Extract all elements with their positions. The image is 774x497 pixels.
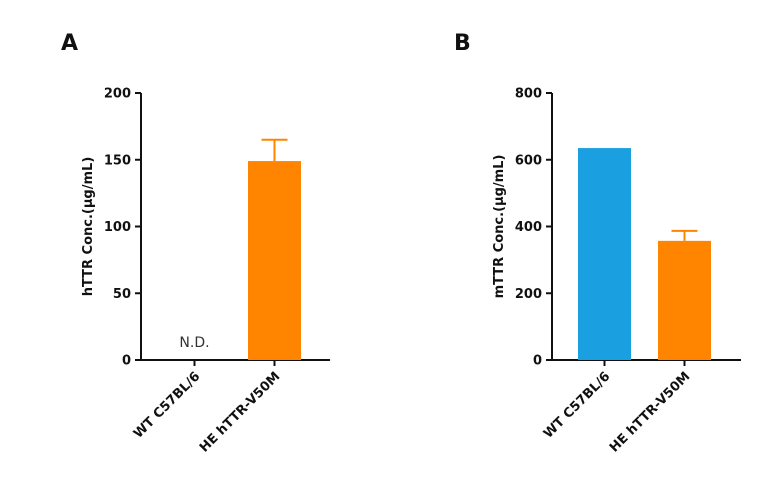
y-axis-title: hTTR Conc.(μg/mL): [81, 157, 96, 297]
y-tick-label: 600: [515, 153, 542, 168]
y-tick-label: 50: [113, 287, 131, 302]
category-label: HE hTTR-V50M: [607, 369, 693, 455]
y-tick-label: 0: [533, 354, 542, 369]
bar-0: [578, 148, 631, 360]
panel-a: A 0 50 100 150 200 hTTR Conc.(μg/mL) WT C57BL/…: [61, 31, 330, 456]
y-tick-label: 200: [515, 287, 542, 302]
chart-b: 0 200 400 600 800 mTTR Conc.(μg/mL) WT C57BL/6…: [492, 87, 741, 456]
y-tick-label: 100: [104, 220, 131, 235]
y-tick-label: 800: [515, 87, 542, 102]
category-label: HE hTTR-V50M: [197, 369, 283, 455]
bar-1: [248, 161, 301, 360]
panel-a-label: A: [61, 31, 78, 56]
bar-1: [658, 240, 711, 360]
category-label: WT C57BL/6: [131, 369, 203, 441]
y-tick-label: 150: [104, 153, 131, 168]
panel-b-label: B: [454, 31, 471, 56]
chart-a: 0 50 100 150 200 hTTR Conc.(μg/mL) WT C57BL/6 N…: [81, 87, 330, 456]
y-tick-label: 200: [104, 87, 131, 102]
category-label: WT C57BL/6: [541, 369, 613, 441]
y-tick-label: 0: [122, 354, 131, 369]
nd-annotation: N.D.: [179, 335, 209, 351]
y-axis-title: mTTR Conc.(μg/mL): [492, 155, 507, 299]
panel-b: B 0 200 400 600 800 mTTR Conc.(μg/mL) WT C57BL…: [454, 31, 741, 456]
y-tick-label: 400: [515, 220, 542, 235]
